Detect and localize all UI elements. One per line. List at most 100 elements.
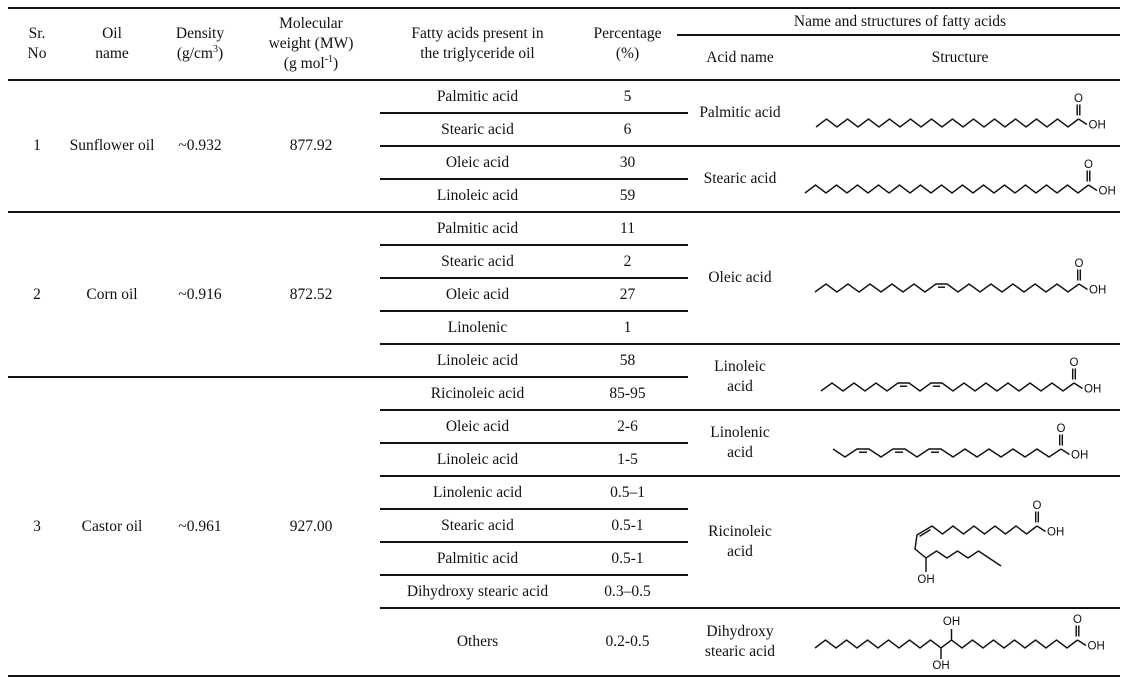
row-separator xyxy=(380,244,688,246)
header-sr-no-line1: Sr. xyxy=(28,25,46,42)
header-density-line1: Density xyxy=(175,25,225,42)
header-oil-name-line2: name xyxy=(95,45,129,62)
svg-text:OH: OH xyxy=(1089,285,1106,297)
header-fatty-acids-line1: Fatty acids present in xyxy=(411,25,544,42)
row-separator xyxy=(380,508,688,510)
row-separator xyxy=(380,607,1120,609)
fatty-acid-cell: Oleic acid xyxy=(445,417,510,435)
fatty-acid-cell: Others xyxy=(456,633,499,650)
acid-name-label: Dihydroxy stearic acid xyxy=(680,608,800,676)
percentage-cell: 0.5-1 xyxy=(611,516,644,534)
row-separator xyxy=(380,178,688,180)
svg-text:OH: OH xyxy=(1099,186,1116,198)
svg-text:OH: OH xyxy=(917,574,934,586)
svg-text:O: O xyxy=(1070,357,1079,369)
fatty-acid-cell: Stearic acid xyxy=(441,252,514,270)
fatty-acid-cell: Linoleic acid xyxy=(436,186,519,204)
acid-name-label: Oleic acid xyxy=(680,212,800,344)
density-cell: ~0.961 xyxy=(178,517,222,535)
density-cell: ~0.916 xyxy=(178,285,222,303)
right-header-rule xyxy=(677,34,1120,36)
svg-text:O: O xyxy=(1074,93,1083,105)
percentage-cell: 1-5 xyxy=(617,450,638,468)
dihydroxy-stearic-structure-drawing: OH OH O OH xyxy=(814,614,1105,672)
percentage-cell: 6 xyxy=(623,120,632,138)
fatty-acid-cell: Oleic acid xyxy=(445,153,510,171)
table-bottom-border xyxy=(8,674,1120,678)
percentage-cell: 85-95 xyxy=(609,384,646,402)
header-mw-line2: weight (MW) xyxy=(268,35,354,52)
acid-name-label: Stearic acid xyxy=(680,146,800,212)
row-separator xyxy=(380,475,1120,477)
header-fatty-acids-line2: the triglyceride oil xyxy=(420,45,535,62)
header-acid-name: Acid name xyxy=(680,36,800,80)
acid-name-label-line: Stearic acid xyxy=(703,170,777,187)
header-percentage-line1: Percentage xyxy=(593,25,662,42)
svg-text:O: O xyxy=(1075,258,1084,270)
fatty-acid-cell: Linoleic acid xyxy=(436,351,519,369)
percentage-cell: 58 xyxy=(619,351,636,369)
fatty-acid-cell: Ricinoleic acid xyxy=(430,384,525,402)
row-separator xyxy=(380,145,1120,147)
acid-name-label: Linolenic acid xyxy=(680,410,800,476)
row-separator xyxy=(380,574,688,576)
svg-text:OH: OH xyxy=(943,616,960,628)
svg-text:OH: OH xyxy=(1088,641,1105,653)
molecular-weight-cell: 872.52 xyxy=(289,285,333,303)
acid-name-label-line: Linoleic xyxy=(714,358,766,375)
table-top-border xyxy=(8,6,1120,10)
percentage-cell: 0.2-0.5 xyxy=(605,633,650,650)
fatty-acid-cell: Linolenic acid xyxy=(432,483,523,501)
ricinoleic-structure-drawing: OH O OH xyxy=(914,500,1064,586)
header-sr-no-line2: No xyxy=(27,45,47,62)
row-separator xyxy=(380,112,688,114)
percentage-cell: 27 xyxy=(619,285,636,303)
acid-name-label-line: acid xyxy=(727,543,753,560)
acid-name-label-line: acid xyxy=(727,444,753,461)
acid-name-label: Linoleic acid xyxy=(680,344,800,410)
percentage-cell: 30 xyxy=(619,153,636,171)
percentage-cell: 0.5–1 xyxy=(610,483,645,501)
acid-name-label-line: Ricinoleic xyxy=(708,523,772,540)
header-oil-name-line1: Oil xyxy=(102,25,122,42)
svg-text:O: O xyxy=(1073,614,1082,626)
fatty-acid-cell: Palmitic acid xyxy=(436,549,519,567)
acid-name-label-line: stearic acid xyxy=(704,643,776,660)
acid-name-label-line: acid xyxy=(727,378,753,395)
row-separator xyxy=(380,277,688,279)
header-name-structures-group: Name and structures of fatty acids xyxy=(680,8,1120,35)
fatty-acid-cell: Palmitic acid xyxy=(436,219,519,237)
row-separator xyxy=(380,409,1120,411)
oil-name-cell: Corn oil xyxy=(86,285,138,303)
percentage-cell: 2 xyxy=(623,252,632,270)
oleic-structure-drawing: O OH xyxy=(814,258,1106,297)
header-density-unit: (g/cm3) xyxy=(176,43,224,62)
acid-name-label-line: Linolenic xyxy=(710,424,770,441)
header-percentage-line2: (%) xyxy=(615,45,640,62)
fatty-acid-cell: Stearic acid xyxy=(441,516,514,534)
molecular-weight-cell: 927.00 xyxy=(289,517,333,535)
header-mw-line1: Molecular xyxy=(279,15,343,32)
fatty-acid-cell: Palmitic acid xyxy=(436,87,519,105)
sr-no-cell: 1 xyxy=(33,137,41,154)
header-molecular-weight: Molecular weight (MW) (g mol-1) xyxy=(242,8,380,80)
svg-text:OH: OH xyxy=(1084,384,1101,396)
percentage-cell: 0.3–0.5 xyxy=(604,582,651,600)
header-mw-unit: (g mol-1) xyxy=(283,53,339,72)
svg-text:OH: OH xyxy=(932,660,949,672)
fatty-acid-cell: Stearic acid xyxy=(441,120,514,138)
svg-text:O: O xyxy=(1084,159,1093,171)
fatty-acid-cell: Linolenic xyxy=(447,318,508,336)
header-acid-name-label: Acid name xyxy=(706,49,774,66)
acid-name-label: Ricinoleic acid xyxy=(680,476,800,608)
svg-text:OH: OH xyxy=(1071,450,1088,462)
stearic-structure-drawing: O OH xyxy=(804,159,1116,198)
group-separator xyxy=(8,375,688,379)
percentage-cell: 2-6 xyxy=(617,417,638,435)
group-separator xyxy=(8,210,1120,214)
acid-name-label: Palmitic acid xyxy=(680,80,800,146)
header-bottom-rule xyxy=(8,78,1120,82)
linoleic-structure-drawing: O OH xyxy=(820,357,1101,396)
palmitic-structure-drawing: O OH xyxy=(815,93,1106,132)
